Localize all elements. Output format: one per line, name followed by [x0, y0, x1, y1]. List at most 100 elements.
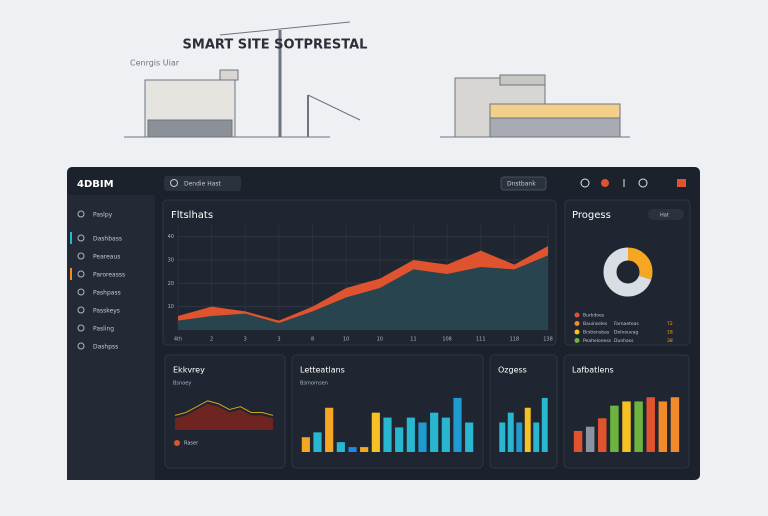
search-icon: [170, 179, 178, 187]
legend-detail: Dolnouvag: [614, 330, 638, 336]
x-tick-label: 3: [244, 337, 247, 343]
bar: [371, 412, 380, 452]
y-tick-label: 20: [168, 281, 174, 287]
bar: [670, 397, 680, 452]
legend-value: 38: [667, 338, 673, 344]
icon-button[interactable]: [580, 178, 590, 188]
legend-swatch: [574, 329, 580, 335]
bar: [610, 405, 619, 452]
filter-text: Hat: [660, 213, 669, 219]
subtitle: Cenrgis Uiar: [130, 59, 180, 68]
bar: [313, 432, 322, 452]
panel-title: Progess: [572, 210, 611, 221]
legend-label: Peaheloness: [583, 338, 612, 344]
y-tick-label: 10: [168, 304, 174, 310]
icon-button[interactable]: [677, 179, 686, 187]
legend-value: 18: [667, 330, 673, 336]
menu-item[interactable]: Pashpass: [93, 290, 121, 297]
bar: [383, 417, 392, 452]
bar: [395, 427, 404, 452]
active-indicator: [70, 268, 72, 280]
x-tick-label: 10: [343, 337, 349, 343]
menu-icon: [77, 234, 85, 242]
bar: [634, 401, 643, 452]
x-tick-label: 108: [442, 337, 452, 343]
bar: [622, 401, 631, 452]
donut-segment: [603, 247, 653, 297]
bar: [516, 422, 523, 452]
x-tick-label: 4th: [174, 337, 182, 343]
area: [178, 255, 548, 330]
panel-title: Letteatlans: [300, 366, 345, 375]
x-tick-label: 118: [510, 337, 520, 343]
area: [175, 403, 273, 430]
logo: 4DBIM: [77, 179, 114, 190]
menu-item[interactable]: Paroreasss: [93, 272, 125, 279]
panel: [564, 199, 691, 346]
search-box[interactable]: [164, 176, 241, 191]
bar: [418, 422, 427, 452]
y-tick-label: 40: [168, 234, 174, 240]
legend-swatch: [574, 338, 580, 343]
bar: [598, 418, 607, 452]
legend-swatch: [574, 321, 580, 326]
dropdown-text: Dnstbank: [507, 181, 536, 188]
bar: [406, 417, 415, 452]
panel-title: Ozgess: [498, 366, 527, 375]
bar: [360, 447, 369, 452]
menu-icon: [77, 306, 85, 314]
x-tick-label: 8: [311, 337, 314, 343]
bar: [430, 412, 439, 452]
menu-icon: [77, 288, 85, 296]
menu-icon: [77, 270, 85, 278]
bar: [348, 447, 357, 452]
legend-label: Brstionsbas: [583, 330, 610, 336]
bar: [336, 442, 345, 452]
panel-title: Ekkvrey: [173, 366, 205, 375]
bar: [465, 422, 474, 452]
line: [174, 400, 274, 416]
bar: [507, 412, 514, 452]
y-tick-label: 30: [168, 258, 174, 264]
legend-label: Raser: [184, 441, 199, 447]
menu-item[interactable]: Pasling: [93, 326, 114, 333]
legend-swatch: [174, 440, 180, 446]
bar: [533, 422, 540, 452]
panel-subtitle: Bsmornsen: [300, 381, 328, 387]
bar: [499, 422, 506, 452]
icon-button[interactable]: [601, 179, 609, 187]
legend-swatch: [574, 312, 580, 318]
menu-item[interactable]: Dashpss: [93, 344, 118, 351]
x-tick-label: 138: [543, 337, 553, 343]
legend-value: 72: [667, 321, 673, 327]
menu-item[interactable]: Peareaus: [93, 254, 120, 261]
bar: [453, 397, 462, 452]
menu-item[interactable]: Dashbass: [93, 236, 122, 243]
search-text: Dendie Hast: [184, 181, 222, 188]
menu-icon: [77, 252, 85, 260]
panel: [489, 354, 558, 469]
menu-icon: [77, 342, 85, 350]
x-tick-label: 3: [277, 337, 280, 343]
bar: [658, 401, 668, 452]
x-tick-label: 111: [476, 337, 486, 343]
legend-label: Bauinseles: [583, 321, 608, 327]
panel-title: Lafbatlens: [572, 366, 614, 375]
panel-title: Fltslhats: [171, 210, 213, 221]
x-tick-label: 10: [377, 337, 383, 343]
menu-item[interactable]: Passkeys: [93, 308, 120, 315]
bar: [541, 397, 548, 452]
icon-button[interactable]: [638, 178, 648, 188]
bar: [441, 417, 450, 452]
illustration: [124, 21, 630, 138]
legend-detail: Dunhass: [614, 338, 634, 344]
menu-item[interactable]: Paslpy: [93, 212, 113, 219]
filter[interactable]: [648, 209, 684, 220]
dropdown[interactable]: [500, 176, 547, 191]
x-tick-label: 11: [410, 337, 416, 343]
menu-icon: [77, 324, 85, 332]
bar: [301, 437, 310, 452]
bar: [646, 397, 655, 452]
x-tick-label: 2: [210, 337, 213, 343]
